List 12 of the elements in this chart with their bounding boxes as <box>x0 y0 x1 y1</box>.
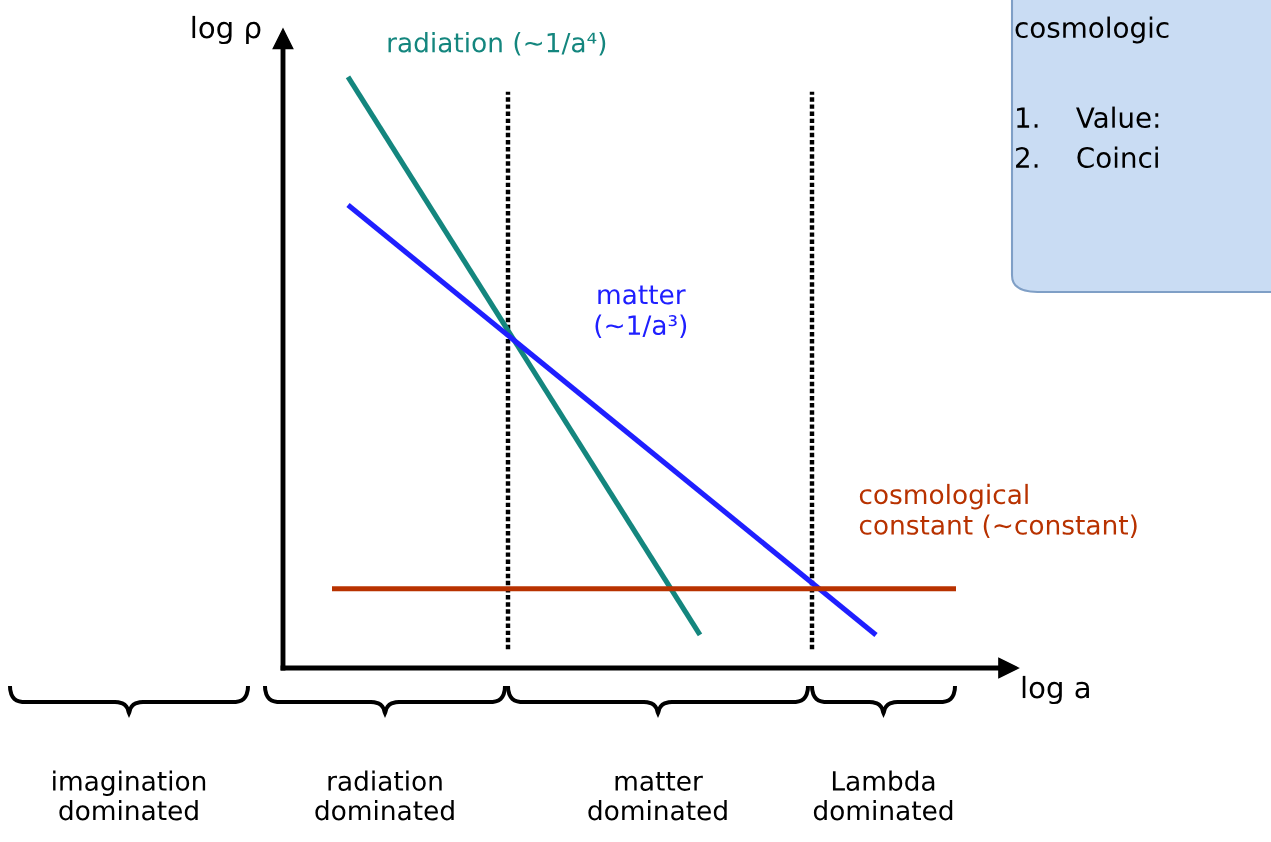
x-axis-title: log a <box>1022 675 1089 705</box>
text: cosmologic <box>1015 16 1169 44</box>
text: matter (~1/a³) <box>595 285 687 339</box>
text: matter dominated <box>588 771 727 821</box>
series-label: cosmological constant (~constant) <box>859 483 1137 538</box>
text: imagination dominated <box>53 770 206 821</box>
text: 2. Coinci <box>1016 146 1158 169</box>
text: Lambda dominated <box>813 770 953 821</box>
text: radiation dominated <box>315 770 454 821</box>
series-label: radiation (~1/a⁴) <box>388 32 606 56</box>
text: 1. Value: <box>1017 106 1159 129</box>
y-axis-title: log ρ <box>192 15 261 45</box>
